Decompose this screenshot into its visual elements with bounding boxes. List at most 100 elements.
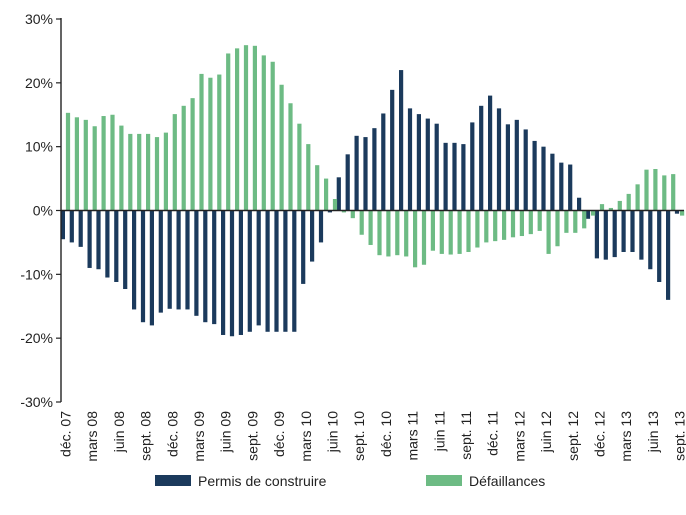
bar-defaillances-68 — [671, 174, 676, 211]
x-tick-label: déc. 07 — [57, 411, 73, 457]
bar-permis-36 — [381, 113, 386, 211]
bar-defaillances-5 — [110, 114, 115, 211]
x-tick-label: mars 12 — [511, 411, 527, 462]
x-tick-label: juin 11 — [431, 411, 447, 452]
x-tick-label: déc. 08 — [164, 411, 180, 457]
bar-defaillances-37 — [395, 210, 400, 256]
y-tick-label: 30% — [25, 11, 53, 27]
bar-defaillances-3 — [92, 126, 97, 211]
bar-defaillances-33 — [359, 210, 364, 235]
x-tick-label: sept. 10 — [351, 411, 367, 461]
bar-permis-44 — [452, 142, 457, 211]
legend-swatch-defaillances — [426, 475, 462, 486]
bar-defaillances-36 — [386, 210, 391, 257]
bar-permis-6 — [114, 210, 119, 282]
bar-permis-49 — [496, 108, 502, 211]
bar-defaillances-18 — [226, 53, 231, 211]
bar-defaillances-1 — [74, 117, 79, 211]
bar-defaillances-20 — [243, 45, 249, 211]
bar-defaillances-41 — [430, 210, 435, 251]
bar-permis-68 — [666, 210, 671, 300]
legend-label-defaillances: Défaillances — [469, 473, 545, 489]
bar-permis-38 — [399, 70, 404, 211]
bar-defaillances-57 — [573, 210, 578, 233]
bar-defaillances-26 — [297, 123, 302, 211]
bar-permis-35 — [372, 128, 377, 211]
bar-defaillances-59 — [591, 210, 596, 216]
bar-permis-25 — [283, 210, 288, 332]
bar-defaillances-29 — [324, 178, 329, 211]
bar-defaillances-14 — [190, 98, 195, 211]
bar-permis-7 — [123, 210, 128, 290]
bar-defaillances-69 — [680, 210, 685, 216]
bar-permis-30 — [327, 210, 332, 213]
x-tick-label: déc. 10 — [378, 411, 394, 457]
bar-permis-2 — [78, 210, 83, 247]
x-tick-label: mars 13 — [618, 411, 634, 462]
bar-defaillances-9 — [146, 133, 151, 211]
bar-defaillances-46 — [475, 210, 480, 248]
bar-defaillances-34 — [368, 210, 373, 245]
bar-permis-45 — [461, 144, 466, 211]
bar-defaillances-12 — [172, 114, 177, 211]
bar-defaillances-32 — [350, 210, 355, 219]
bar-permis-43 — [443, 142, 448, 211]
bar-defaillances-42 — [439, 210, 444, 254]
bar-defaillances-38 — [404, 210, 409, 257]
bar-permis-51 — [514, 119, 519, 211]
bar-defaillances-27 — [306, 144, 311, 211]
bar-defaillances-13 — [181, 105, 186, 211]
bar-defaillances-56 — [564, 210, 569, 233]
bar-permis-21 — [247, 210, 252, 332]
bar-permis-52 — [523, 129, 528, 211]
bar-permis-0 — [60, 210, 65, 240]
bar-permis-20 — [238, 210, 243, 335]
bar-permis-34 — [363, 137, 368, 211]
y-tick-label: 0% — [33, 203, 53, 219]
bar-permis-11 — [158, 210, 163, 313]
bar-permis-40 — [416, 114, 421, 211]
bar-defaillances-65 — [644, 169, 649, 211]
bar-permis-66 — [648, 210, 653, 270]
bar-permis-10 — [149, 210, 154, 326]
axes-layer — [60, 18, 684, 402]
bar-permis-42 — [434, 123, 439, 211]
bar-permis-13 — [176, 210, 181, 310]
bar-permis-15 — [194, 210, 199, 316]
x-tick-label: mars 08 — [84, 411, 100, 462]
bar-permis-29 — [318, 210, 324, 243]
bar-permis-26 — [292, 210, 297, 332]
bar-permis-8 — [132, 210, 137, 310]
bar-defaillances-4 — [101, 116, 106, 211]
bar-permis-32 — [345, 154, 350, 211]
bar-defaillances-60 — [599, 204, 605, 211]
bar-defaillances-49 — [502, 210, 507, 240]
y-tick-labels: 30% 20% 10% 0% -10% -20% -30% — [20, 11, 61, 410]
bar-defaillances-19 — [235, 48, 240, 211]
bar-permis-16 — [203, 210, 208, 323]
bar-permis-27 — [301, 210, 306, 284]
bar-defaillances-55 — [555, 210, 560, 247]
bar-permis-47 — [479, 105, 484, 211]
bar-permis-3 — [87, 210, 92, 268]
legend: Permis de construire Défaillances — [155, 473, 545, 489]
x-tick-label: juin 08 — [111, 411, 127, 453]
bar-defaillances-54 — [546, 210, 551, 254]
bars-layer — [60, 45, 685, 337]
bar-defaillances-35 — [377, 210, 382, 256]
bar-permis-54 — [541, 146, 546, 211]
bar-defaillances-53 — [537, 210, 542, 231]
x-tick-label: mars 09 — [191, 411, 207, 462]
bar-permis-4 — [96, 210, 101, 270]
bar-defaillances-10 — [154, 137, 160, 211]
bar-permis-62 — [612, 210, 617, 258]
x-tick-label: sept. 09 — [244, 411, 260, 461]
bar-permis-37 — [390, 89, 395, 211]
y-tick-label: -10% — [20, 266, 53, 282]
x-tick-label: déc. 09 — [271, 411, 287, 457]
x-tick-label: juin 12 — [538, 411, 554, 453]
bar-defaillances-6 — [119, 125, 124, 211]
bar-permis-41 — [425, 118, 430, 211]
bar-defaillances-58 — [582, 210, 587, 229]
